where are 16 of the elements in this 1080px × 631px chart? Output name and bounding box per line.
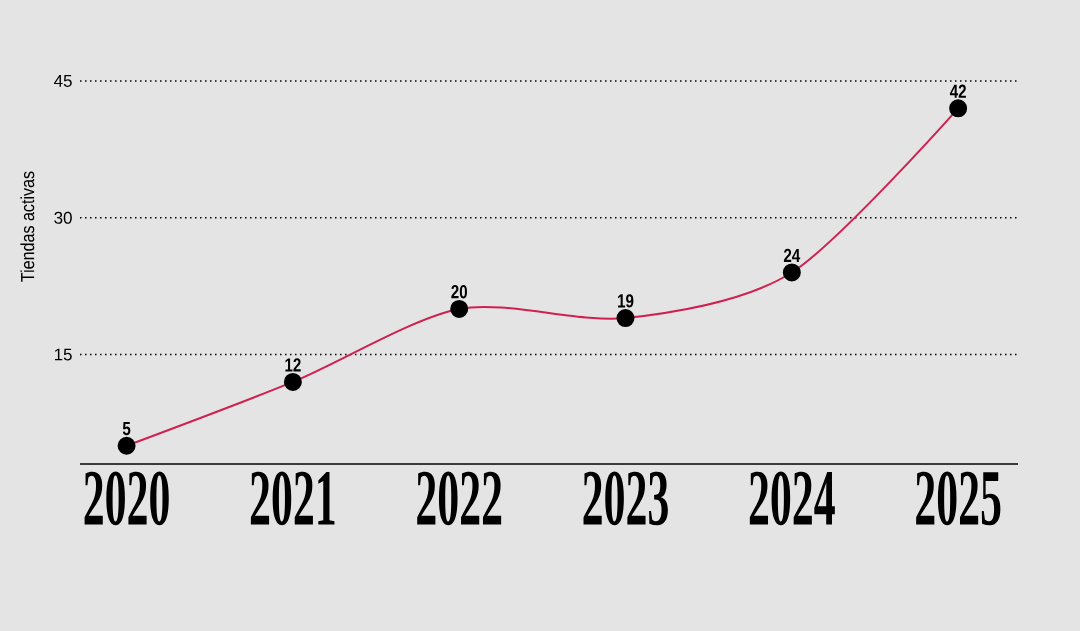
data-label: 20	[451, 285, 467, 299]
x-tick-label: 2023	[583, 471, 668, 526]
y-axis-title: Tiendas activas	[20, 171, 35, 282]
data-label: 12	[285, 358, 301, 372]
y-tick-label: 15	[54, 348, 72, 361]
data-label: 19	[618, 294, 634, 308]
x-tick-label: 2024	[749, 471, 835, 526]
data-label: 24	[783, 248, 801, 262]
data-label: 5	[122, 422, 131, 436]
y-tick-label: 30	[54, 211, 72, 224]
x-tick-label: 2025	[916, 471, 1001, 526]
y-tick-label: 45	[54, 75, 72, 87]
x-tick-label: 2021	[250, 471, 335, 526]
x-tick-label: 2020	[84, 471, 169, 526]
data-label: 42	[949, 84, 966, 98]
x-tick-label: 2022	[417, 471, 502, 526]
